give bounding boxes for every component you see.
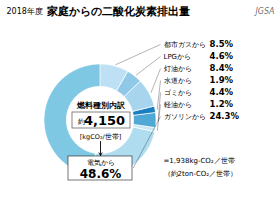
svg-text:ゴミから: ゴミから xyxy=(164,89,192,97)
svg-text:燃料種別内訳: 燃料種別内訳 xyxy=(76,101,126,110)
svg-text:4.6%: 4.6% xyxy=(210,51,234,61)
svg-text:8.4%: 8.4% xyxy=(210,63,234,73)
svg-text:4,150: 4,150 xyxy=(84,113,125,128)
svg-text:灯油から: 灯油から xyxy=(164,65,192,73)
svg-text:家庭からの二酸化炭素排出量: 家庭からの二酸化炭素排出量 xyxy=(46,5,190,18)
svg-text:軽油から: 軽油から xyxy=(164,101,192,109)
svg-text:1.2%: 1.2% xyxy=(210,99,234,109)
svg-text:[kgCO₂/世帯]: [kgCO₂/世帯] xyxy=(80,133,121,141)
svg-text:約: 約 xyxy=(77,117,85,126)
svg-text:都市ガスから: 都市ガスから xyxy=(164,41,206,49)
svg-text:4.4%: 4.4% xyxy=(210,87,234,97)
svg-text:8.5%: 8.5% xyxy=(210,39,234,49)
svg-text:（約2ton-CO₂／世帯）: （約2ton-CO₂／世帯） xyxy=(164,170,238,178)
svg-text:=1,938kg-CO₂／世帯: =1,938kg-CO₂／世帯 xyxy=(164,157,235,165)
svg-text:水道から: 水道から xyxy=(164,77,192,85)
svg-text:電気から: 電気から xyxy=(87,159,115,167)
svg-text:JGSA: JGSA xyxy=(253,7,274,16)
svg-text:LPGから: LPGから xyxy=(164,53,192,61)
svg-text:ガソリンから: ガソリンから xyxy=(164,113,206,121)
svg-text:24.3%: 24.3% xyxy=(210,111,240,121)
svg-text:1.9%: 1.9% xyxy=(210,75,234,85)
svg-text:2018年度: 2018年度 xyxy=(7,7,43,16)
svg-text:48.6%: 48.6% xyxy=(80,167,122,181)
